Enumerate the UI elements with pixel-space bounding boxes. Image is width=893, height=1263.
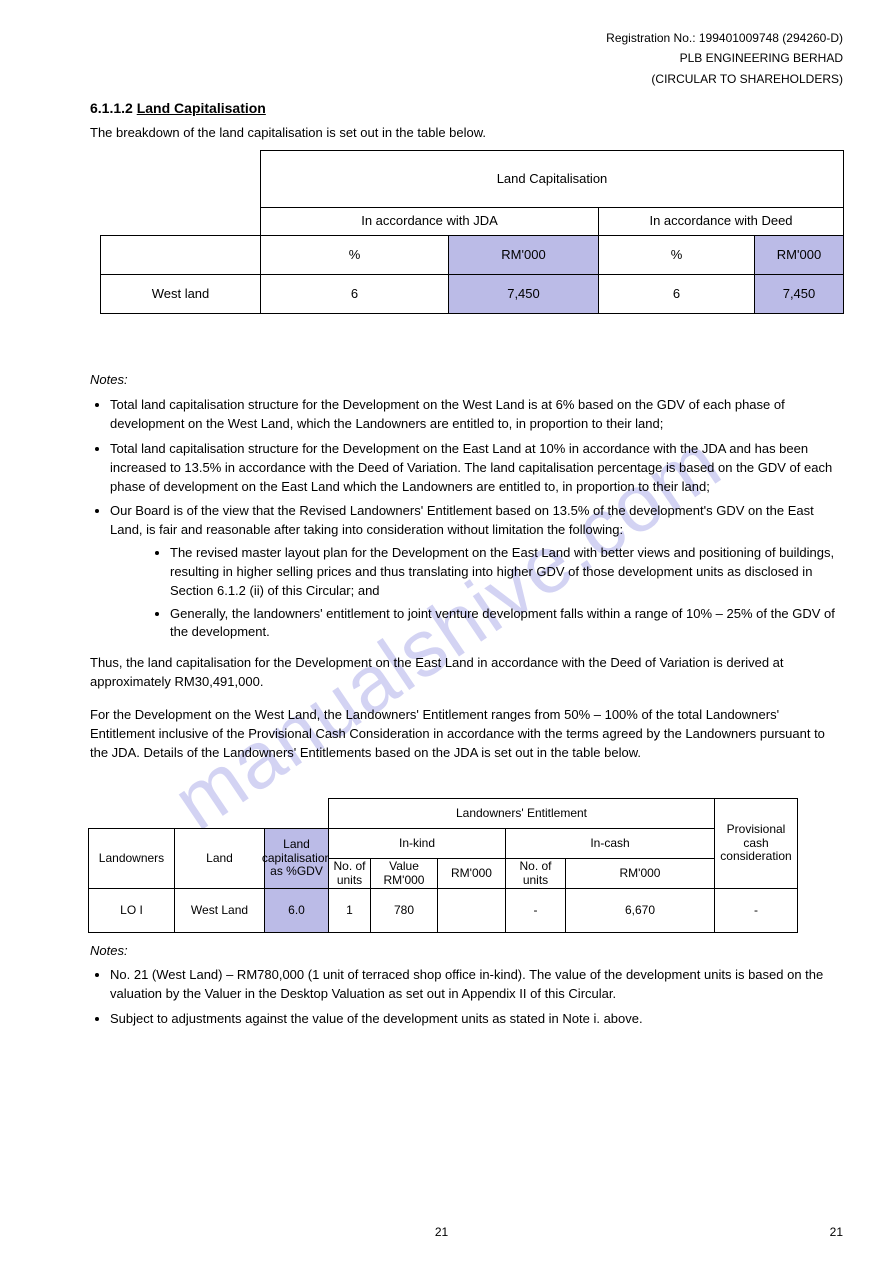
t1-sub-rm-1: RM'000 [448, 235, 599, 275]
t2-h-ik-value: Value RM'000 [370, 858, 438, 889]
t2-h-landowners: Landowners [88, 828, 175, 889]
note-i: Total land capitalisation structure for … [110, 396, 843, 434]
page-number-center: 21 [435, 1225, 448, 1239]
t2-r1-ikrm [437, 888, 506, 933]
t2-r1-ikval: 780 [370, 888, 438, 933]
t2-note-ii: Subject to adjustments against the value… [110, 1010, 843, 1029]
bullet-1: The revised master layout plan for the D… [170, 544, 843, 601]
t1-empty-corner [100, 235, 261, 275]
t2-r1-lo: LO I [88, 888, 175, 933]
t2-h-provisional: Provisional cash consideration [714, 798, 798, 889]
t2-h-inkind: In-kind [328, 828, 506, 859]
table2-notes: Notes: No. 21 (West Land) – RM780,000 (1… [50, 942, 843, 1029]
t1-r1-rm1: 7,450 [448, 274, 599, 314]
notes-block: Notes: Total land capitalisation structu… [50, 371, 843, 762]
t2-r1-land: West Land [174, 888, 265, 933]
t1-r1-rm2: 7,450 [754, 274, 844, 314]
t2-h-ic-units: No. of units [505, 858, 566, 889]
t1-r1-pct1: 6 [260, 274, 449, 314]
t1-col2-header: In accordance with Deed [598, 207, 844, 236]
t2-r1-ikunits: 1 [328, 888, 371, 933]
t2-h-ik-units: No. of units [328, 858, 371, 889]
note-iii: Our Board is of the view that the Revise… [110, 502, 843, 642]
company-name: PLB ENGINEERING BERHAD [50, 50, 843, 67]
content: Registration No.: 199401009748 (294260-D… [0, 0, 893, 1065]
t2-r1-pct: 6.0 [264, 888, 329, 933]
t1-group-header: Land Capitalisation [260, 150, 844, 208]
note-ii: Total land capitalisation structure for … [110, 440, 843, 497]
t2-notes-label: Notes: [90, 943, 128, 958]
section-number: 6.1.1.2 [90, 100, 133, 116]
doc-type: (CIRCULAR TO SHAREHOLDERS) [50, 71, 843, 88]
bullet-2: Generally, the landowners' entitlement t… [170, 605, 843, 643]
west-para: For the Development on the West Land, th… [90, 706, 843, 763]
t2-h-ik-rm: RM'000 [437, 858, 506, 889]
t2-h-incash: In-cash [505, 828, 715, 859]
t2-h-land: Land [174, 828, 265, 889]
t1-r1-pct2: 6 [598, 274, 755, 314]
t1-col1-header: In accordance with JDA [260, 207, 599, 236]
t2-r1-prov: - [714, 888, 798, 933]
t2-note-i: No. 21 (West Land) – RM780,000 (1 unit o… [110, 966, 843, 1004]
footer-left [50, 1225, 53, 1239]
reg-no: Registration No.: 199401009748 (294260-D… [50, 30, 843, 47]
footer: 21 21 [50, 1225, 843, 1239]
t1-sub-pct-2: % [598, 235, 755, 275]
page-number-right: 21 [830, 1225, 843, 1239]
section-label: Land Capitalisation [137, 100, 266, 116]
t2-h-pct: Land capitalisation as %GDV [264, 828, 329, 889]
notes-label: Notes: [90, 372, 128, 387]
section-heading: 6.1.1.2 Land Capitalisation [90, 98, 843, 118]
t2-r1-icval: 6,670 [565, 888, 715, 933]
t2-group-header: Landowners' Entitlement [328, 798, 715, 829]
t1-sub-pct-1: % [260, 235, 449, 275]
intro-text: The breakdown of the land capitalisation… [90, 124, 843, 143]
t2-h-ic-rm: RM'000 [565, 858, 715, 889]
conclusion: Thus, the land capitalisation for the De… [90, 654, 843, 692]
t2-r1-icunits: - [505, 888, 566, 933]
t1-r1-label: West land [100, 274, 261, 314]
top-matter: Registration No.: 199401009748 (294260-D… [50, 30, 843, 88]
t1-sub-rm-2: RM'000 [754, 235, 844, 275]
